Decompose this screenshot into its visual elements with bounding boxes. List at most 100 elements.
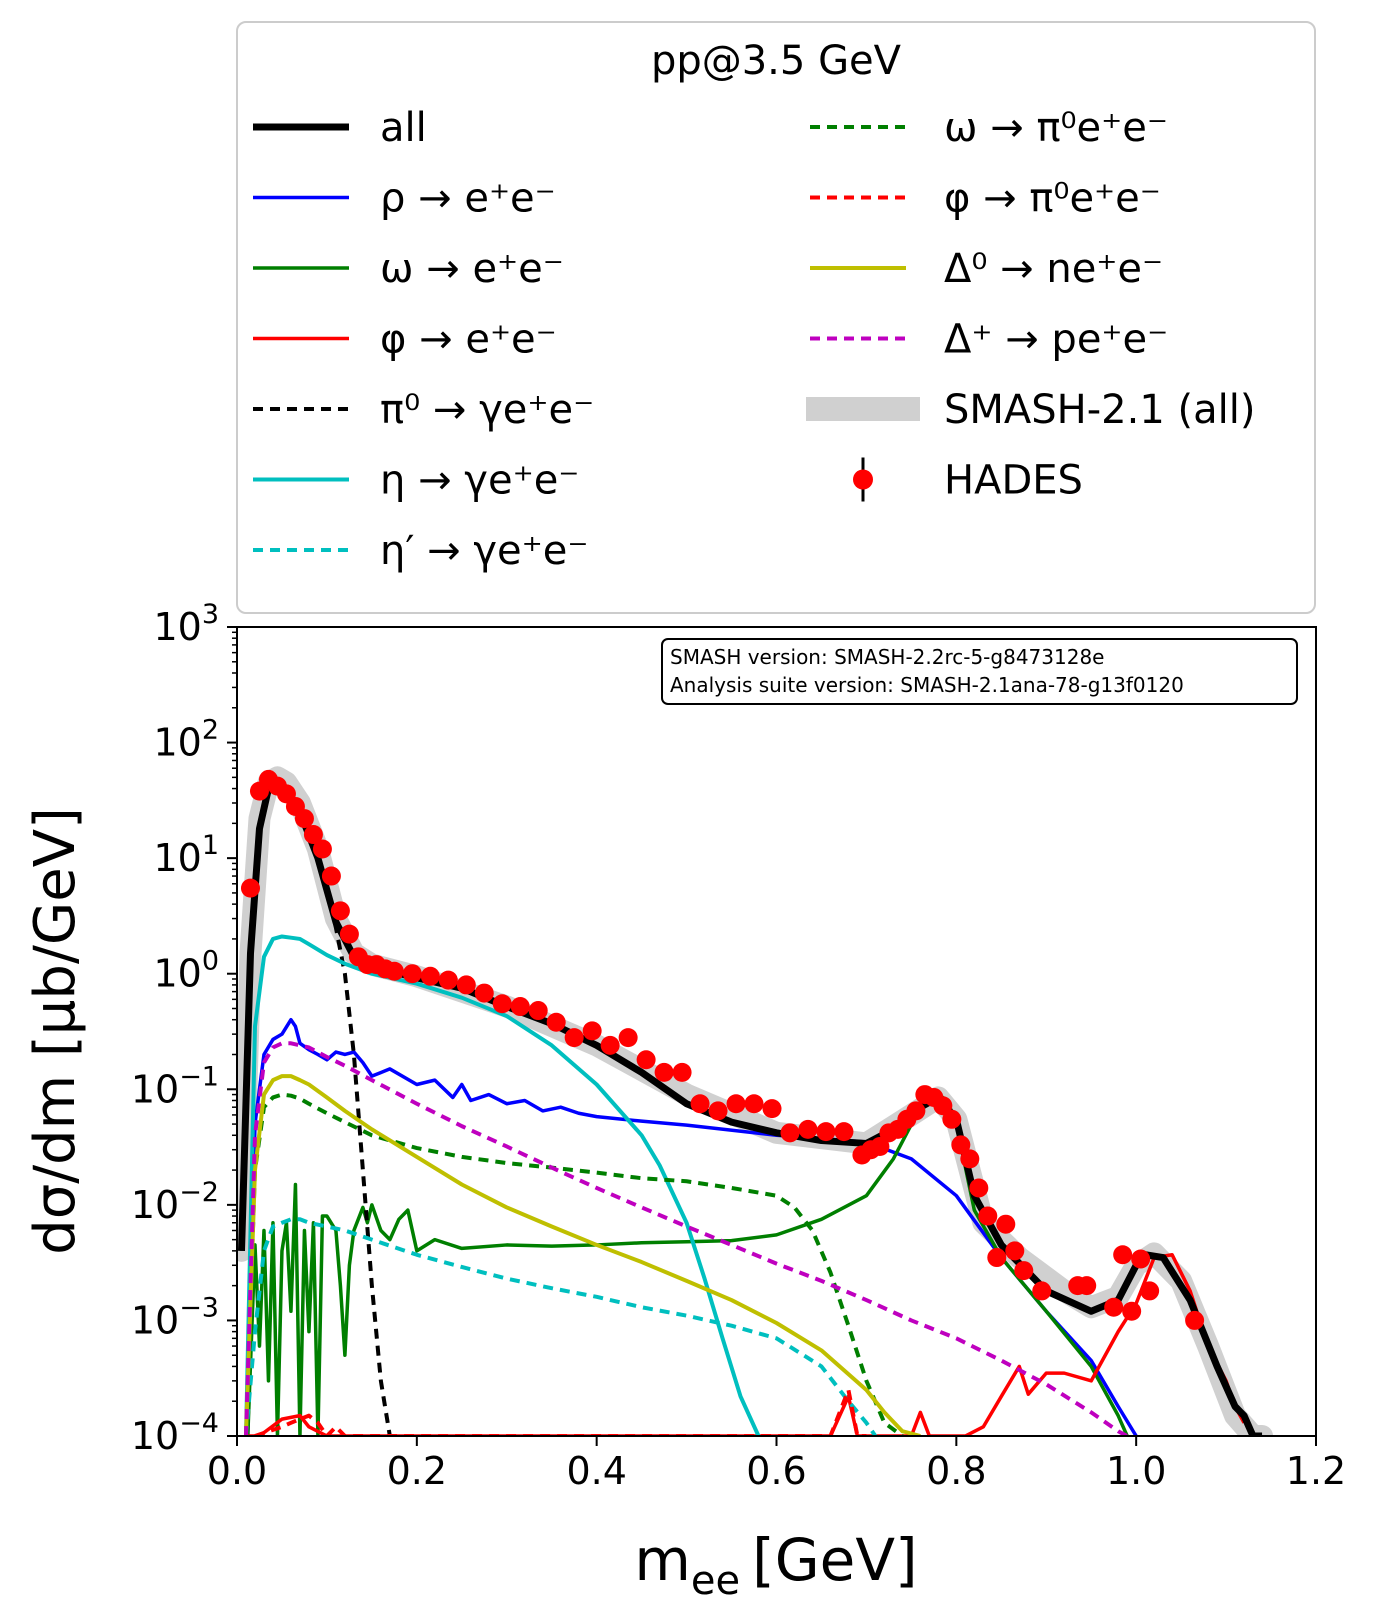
hades-point [1014,1261,1034,1281]
y-tick-label: 10−1 [131,1061,219,1111]
hades-point [474,983,494,1003]
hades-point [969,1178,989,1198]
hades-point [582,1021,602,1041]
hades-point [1185,1310,1205,1330]
hades-point [1122,1301,1142,1321]
legend-label-0-ne-e: Δ⁰ → ne⁺e⁻ [944,246,1163,292]
plot-area [237,627,1316,1436]
hades-point [960,1149,980,1169]
legend-label-e-e: ω → e⁺e⁻ [380,246,564,292]
series-line-1-e-e [246,1017,1138,1436]
hades-point [456,975,476,995]
hades-point [654,1062,674,1082]
series-line-6-e-e [243,1217,878,1436]
x-tick-label: 0.0 [207,1449,267,1493]
y-tick-label: 10−3 [131,1292,219,1342]
hades-point [492,994,512,1014]
series-line-3-e-e [247,1253,1246,1436]
hades-point [1113,1245,1133,1265]
hades-point [906,1101,926,1121]
y-tick-label: 101 [153,830,219,880]
hades-point [816,1122,836,1142]
hades-point [384,961,404,981]
hades-point [996,1214,1016,1234]
version-line-smash: SMASH version: SMASH-2.2rc-5-g8473128e [670,645,1104,669]
plot-content [237,766,1274,1436]
hades-point [951,1135,971,1155]
hades-point [726,1094,746,1114]
hades-point [1032,1281,1052,1301]
y-tick-label: 100 [153,946,219,996]
legend-label-hades: HADES [944,458,1083,504]
hades-point [312,839,332,859]
hades-point [600,1035,620,1055]
legend-items: all ρ → e⁺e⁻ ω → e⁺e⁻ φ → e⁺e⁻ π⁰ → γe⁺e⁻ η →… [253,105,1255,574]
version-line-analysis: Analysis suite version: SMASH-2.1ana-78-… [670,673,1184,697]
hades-point [780,1123,800,1143]
series-line-9-0-ne-e [243,1074,921,1436]
hades-point [330,901,350,921]
version-box [661,638,1298,705]
hades-point [690,1094,710,1114]
y-tick-label: 10−2 [131,1177,219,1227]
hades-point [438,970,458,990]
x-axis-label-sub: ee [691,1558,740,1601]
hades-point [870,1136,890,1156]
legend-swatch-hades [853,469,873,490]
y-tick-label: 102 [153,715,219,765]
series-line-8-0e-e [254,1388,867,1436]
hades-point [1140,1281,1160,1301]
hades-point [618,1028,638,1048]
x-axis-label: mee [GeV] [634,1526,917,1601]
x-tick-label: 0.4 [566,1449,626,1493]
y-tick-label: 103 [153,599,219,649]
y-tick-label: 10−4 [131,1408,219,1458]
hades-point [987,1248,1007,1268]
x-tick-label: 0.2 [387,1449,447,1493]
hades-point [798,1119,818,1139]
x-axis-label-unit: [GeV] [752,1526,918,1594]
points-layer [240,769,1205,1330]
hades-point [672,1062,692,1082]
hades-point [942,1109,962,1129]
x-tick-label: 1.2 [1286,1449,1346,1493]
hades-point [1131,1249,1151,1269]
hades-point [420,966,440,986]
legend-label-pe-e: Δ⁺ → pe⁺e⁻ [944,317,1168,363]
legend-label-0e-e: φ → π⁰e⁺e⁻ [944,176,1161,222]
hades-point [510,997,530,1017]
hades-point [933,1096,953,1116]
hades-point [402,964,422,984]
legend-swatch-band [806,397,920,421]
hades-point [636,1050,656,1070]
legend-title: pp@3.5 GeV [651,38,902,84]
hades-point [708,1101,728,1121]
hades-point [1104,1297,1124,1317]
legend-label-e-e: φ → e⁺e⁻ [380,317,557,363]
hades-point [339,924,359,944]
x-tick-label: 1.0 [1106,1449,1166,1493]
x-axis: 0.0 0.2 0.4 0.6 0.8 1.0 1.2 [207,1436,1346,1493]
legend-label-e-e: ρ → e⁺e⁻ [380,176,556,222]
x-tick-label: 0.6 [746,1449,806,1493]
hades-point [240,878,260,898]
x-tick-label: 0.8 [926,1449,986,1493]
hades-point [528,1001,548,1021]
legend-label-e-e: η → γe⁺e⁻ [380,458,579,504]
series-line-10-pe-e [243,1041,1129,1436]
hades-point [744,1094,764,1114]
hades-point [303,825,323,845]
hades-point [834,1122,854,1142]
legend-label-band: SMASH-2.1 (all) [944,387,1255,433]
hades-point [294,809,314,829]
hades-point [546,1012,566,1032]
hades-point [1077,1276,1097,1296]
y-axis-label: dσ/dm [μb/GeV] [23,807,88,1255]
hades-point [1005,1241,1025,1261]
legend-box [236,21,1316,614]
series-line-7-0e-e [243,1092,904,1436]
legend-label-0e-e: ω → π⁰e⁺e⁻ [944,105,1168,151]
legend-label-0-e-e: π⁰ → γe⁺e⁻ [380,387,594,433]
series-line-5-e-e [243,934,761,1436]
